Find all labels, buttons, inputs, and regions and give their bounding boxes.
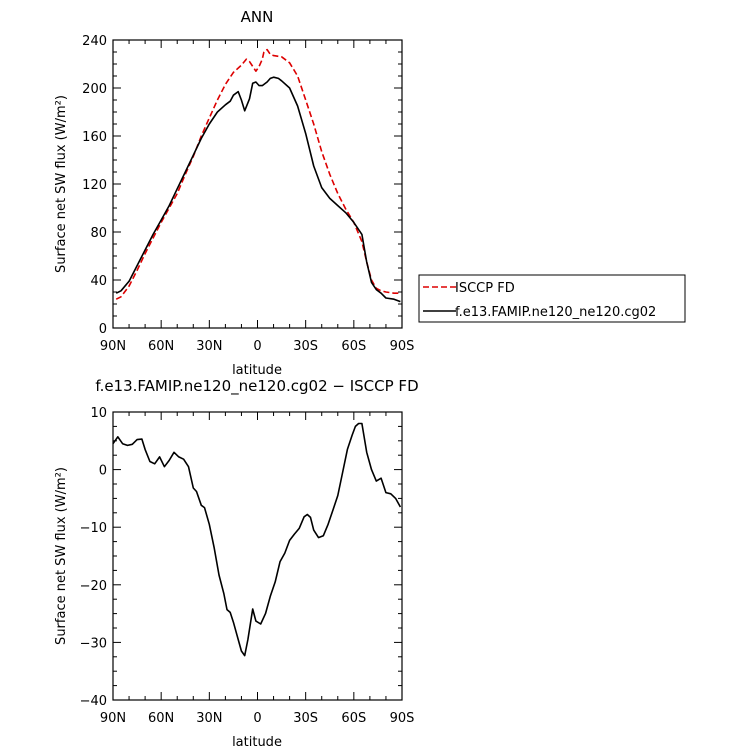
top-panel-legend: ISCCP FD f.e13.FAMIP.ne120_ne120.cg02 [418, 274, 686, 323]
series-line-difference [112, 422, 402, 657]
bottom-panel: f.e13.FAMIP.ne120_ne120.cg02 − ISCCP FD … [54, 377, 419, 750]
y-tick-label: 160 [82, 130, 107, 145]
y-tick-label: −10 [80, 521, 107, 536]
x-tick-label: 60S [341, 339, 366, 354]
y-tick-label: 0 [99, 322, 107, 337]
bottom-panel-y-axis: −40 −30 −20 −10 0 10 [80, 406, 402, 709]
y-tick-label: 0 [99, 464, 107, 479]
bottom-panel-frame [112, 411, 403, 701]
bottom-panel-title: f.e13.FAMIP.ne120_ne120.cg02 − ISCCP FD [95, 377, 418, 396]
top-panel-title: ANN [241, 8, 274, 26]
legend-box [418, 274, 686, 323]
top-panel-series [115, 48, 401, 303]
x-tick-label: 90S [390, 339, 415, 354]
y-tick-label: −30 [80, 636, 107, 651]
x-tick-label: 30N [196, 711, 222, 726]
y-tick-label: −40 [80, 694, 107, 709]
x-tick-label: 0 [253, 711, 261, 726]
x-tick-label: 90N [100, 711, 126, 726]
x-tick-label: 60N [148, 711, 174, 726]
series-line-isccp-fd [115, 48, 401, 300]
top-panel-x-axis: 90N 60N 30N 0 30S 60S 90S [100, 40, 415, 354]
y-tick-label: 200 [82, 82, 107, 97]
x-tick-label: 30S [293, 711, 318, 726]
y-tick-label: −20 [80, 579, 107, 594]
x-tick-label: 30S [293, 339, 318, 354]
series-line-f-e13-famip-ne120-ne120-cg02 [115, 76, 401, 303]
x-tick-label: 60S [341, 711, 366, 726]
top-panel-x-axis-label: latitude [232, 363, 282, 378]
y-tick-label: 80 [90, 226, 107, 241]
x-tick-label: 30N [196, 339, 222, 354]
x-tick-label: 90S [390, 711, 415, 726]
x-tick-label: 0 [253, 339, 261, 354]
y-tick-label: 10 [90, 406, 107, 421]
y-tick-label: 120 [82, 178, 107, 193]
bottom-panel-x-axis-label: latitude [232, 735, 282, 750]
y-tick-label: 240 [82, 34, 107, 49]
bottom-panel-y-axis-label: Surface net SW flux (W/m²) [54, 467, 69, 645]
bottom-panel-x-axis: 90N 60N 30N 0 30S 60S 90S [100, 412, 415, 726]
legend-label-isccp-fd: ISCCP FD [455, 281, 515, 296]
legend-label-model: f.e13.FAMIP.ne120_ne120.cg02 [455, 305, 656, 320]
top-panel-y-axis-label: Surface net SW flux (W/m²) [54, 95, 69, 273]
top-panel-y-axis: 0 40 80 120 160 200 240 [82, 34, 402, 337]
y-tick-label: 40 [90, 274, 107, 289]
x-tick-label: 60N [148, 339, 174, 354]
bottom-panel-series [112, 422, 402, 657]
x-tick-label: 90N [100, 339, 126, 354]
